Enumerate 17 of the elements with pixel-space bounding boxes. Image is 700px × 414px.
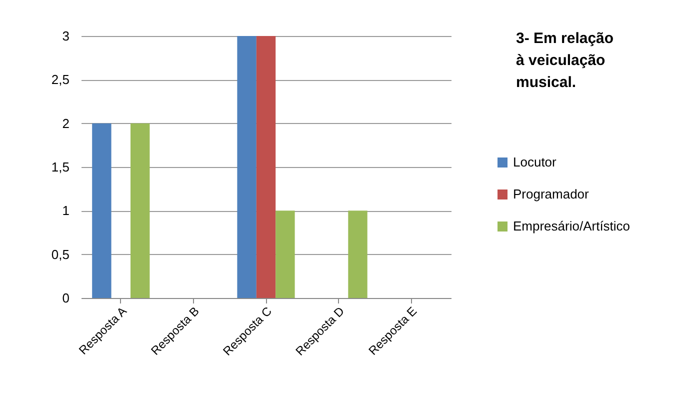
y-tick-label: 2: [62, 116, 70, 131]
bar: [130, 123, 150, 298]
text: 3- Em relação à veiculação musical.: [516, 30, 614, 91]
y-tick-label: 0,5: [51, 246, 70, 262]
legend-label: Locutor: [513, 154, 558, 170]
bar: [256, 36, 276, 298]
y-tick-label: 2,5: [51, 72, 70, 88]
legend-label: Empresário/Artístico: [513, 218, 630, 234]
bar: [237, 36, 256, 298]
y-tick-label: 1,5: [51, 160, 70, 174]
bar: [92, 123, 112, 298]
y-tick-label: 3: [62, 28, 70, 44]
legend-label: Programador: [513, 186, 590, 202]
bar: [348, 210, 368, 298]
y-tick-label: 1: [62, 203, 70, 218]
bar: [276, 210, 295, 298]
y-tick-label: 0: [62, 290, 70, 306]
